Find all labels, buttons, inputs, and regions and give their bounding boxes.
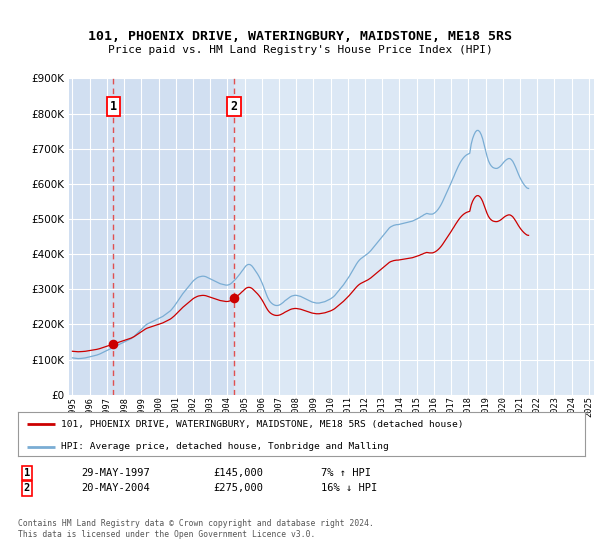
Point — [109, 339, 118, 348]
Text: 16% ↓ HPI: 16% ↓ HPI — [321, 483, 377, 493]
Text: 101, PHOENIX DRIVE, WATERINGBURY, MAIDSTONE, ME18 5RS (detached house): 101, PHOENIX DRIVE, WATERINGBURY, MAIDST… — [61, 419, 463, 428]
Bar — [69, 78, 234, 395]
Text: 2: 2 — [230, 100, 238, 113]
Point — [229, 293, 239, 302]
Text: 101, PHOENIX DRIVE, WATERINGBURY, MAIDSTONE, ME18 5RS: 101, PHOENIX DRIVE, WATERINGBURY, MAIDST… — [88, 30, 512, 43]
Text: £275,000: £275,000 — [213, 483, 263, 493]
Text: Contains HM Land Registry data © Crown copyright and database right 2024.
This d: Contains HM Land Registry data © Crown c… — [18, 520, 374, 539]
Text: 7% ↑ HPI: 7% ↑ HPI — [321, 468, 371, 478]
Text: 2: 2 — [24, 483, 30, 493]
Text: 29-MAY-1997: 29-MAY-1997 — [81, 468, 150, 478]
Text: 1: 1 — [110, 100, 117, 113]
Text: £145,000: £145,000 — [213, 468, 263, 478]
Text: 20-MAY-2004: 20-MAY-2004 — [81, 483, 150, 493]
Text: 1: 1 — [24, 468, 30, 478]
Text: Price paid vs. HM Land Registry's House Price Index (HPI): Price paid vs. HM Land Registry's House … — [107, 45, 493, 55]
Text: HPI: Average price, detached house, Tonbridge and Malling: HPI: Average price, detached house, Tonb… — [61, 442, 388, 451]
